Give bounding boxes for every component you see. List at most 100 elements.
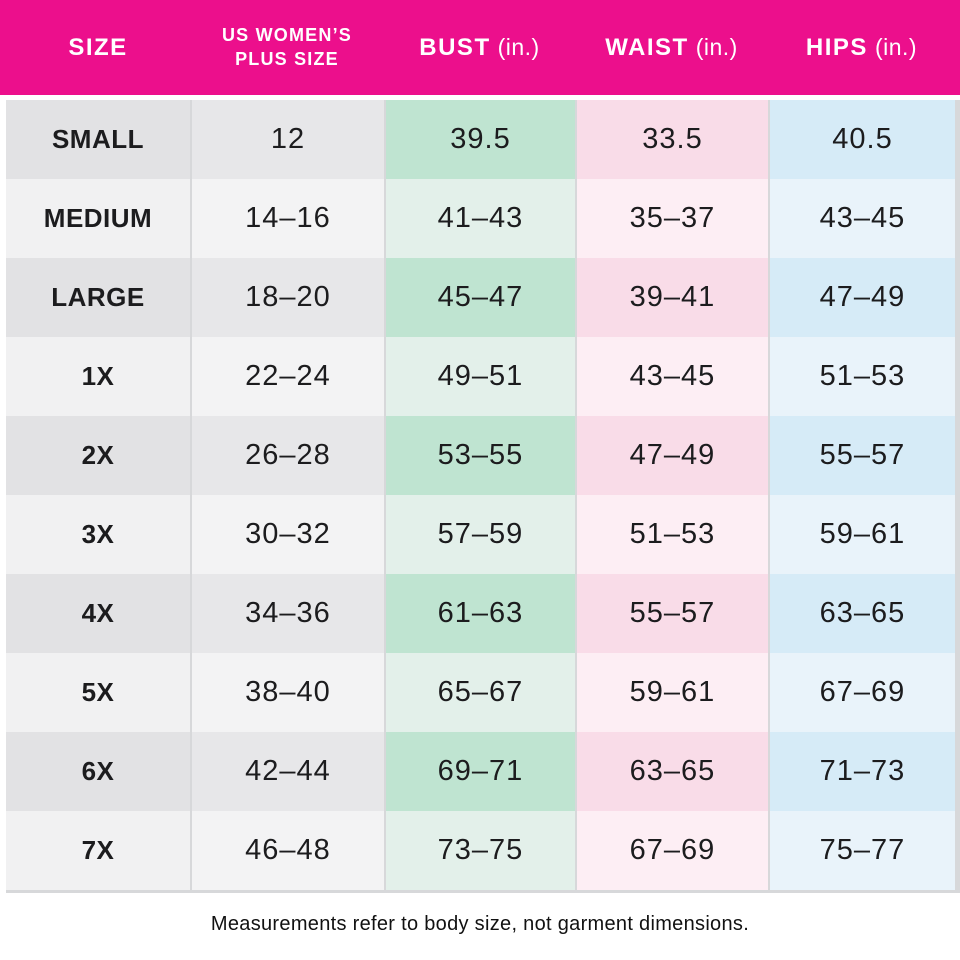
cell-value: 49–51 [437, 360, 524, 392]
header-cell-size: SIZE [6, 0, 190, 95]
cell-size: SMALL [6, 100, 190, 179]
cell-waist: 67–69 [575, 811, 768, 890]
cell-hips: 47–49 [768, 258, 955, 337]
cell-value: 14–16 [245, 202, 331, 234]
cell-value: 18–20 [245, 281, 331, 313]
cell-value: 1X [81, 361, 115, 391]
table-row: 2X 26–28 53–55 47–49 55–57 [6, 416, 955, 495]
cell-hips: 59–61 [768, 495, 955, 574]
cell-value: LARGE [51, 282, 145, 312]
cell-hips: 63–65 [768, 574, 955, 653]
table-row: 5X 38–40 65–67 59–61 67–69 [6, 653, 955, 732]
header-label-hips: HIPS [805, 33, 868, 61]
header-cell-waist: WAIST (in.) [575, 0, 768, 95]
cell-plus-size: 14–16 [190, 179, 384, 258]
cell-value: 47–49 [819, 281, 906, 313]
table-row: SMALL 12 39.5 33.5 40.5 [6, 100, 955, 179]
cell-size: 4X [6, 574, 190, 653]
table-row: 3X 30–32 57–59 51–53 59–61 [6, 495, 955, 574]
cell-value: 71–73 [819, 755, 906, 787]
cell-value: 53–55 [437, 439, 524, 471]
cell-bust: 49–51 [384, 337, 575, 416]
cell-waist: 39–41 [575, 258, 768, 337]
cell-value: 43–45 [629, 360, 716, 392]
cell-size: 2X [6, 416, 190, 495]
cell-bust: 53–55 [384, 416, 575, 495]
cell-value: 69–71 [437, 755, 524, 787]
cell-value: 59–61 [629, 676, 716, 708]
footnote: Measurements refer to body size, not gar… [0, 893, 960, 955]
cell-waist: 59–61 [575, 653, 768, 732]
cell-value: 2X [81, 440, 115, 470]
cell-size: 7X [6, 811, 190, 890]
cell-value: 63–65 [629, 755, 716, 787]
cell-bust: 61–63 [384, 574, 575, 653]
header-cell-hips: HIPS (in.) [768, 0, 955, 95]
cell-size: 5X [6, 653, 190, 732]
cell-value: 39–41 [629, 281, 716, 313]
cell-value: 33.5 [642, 123, 703, 155]
header-label-bust: BUST [419, 33, 491, 61]
cell-value: 22–24 [245, 360, 331, 392]
cell-waist: 63–65 [575, 732, 768, 811]
cell-plus-size: 18–20 [190, 258, 384, 337]
cell-plus-size: 22–24 [190, 337, 384, 416]
header-unit-bust: (in.) [497, 34, 540, 60]
cell-bust: 39.5 [384, 100, 575, 179]
cell-value: 55–57 [629, 597, 716, 629]
cell-value: 55–57 [819, 439, 906, 471]
cell-hips: 71–73 [768, 732, 955, 811]
cell-plus-size: 34–36 [190, 574, 384, 653]
cell-value: 65–67 [437, 676, 524, 708]
cell-bust: 57–59 [384, 495, 575, 574]
cell-value: 59–61 [819, 518, 906, 550]
table-row: 4X 34–36 61–63 55–57 63–65 [6, 574, 955, 653]
cell-value: 30–32 [245, 518, 331, 550]
cell-plus-size: 26–28 [190, 416, 384, 495]
cell-value: 42–44 [245, 755, 331, 787]
cell-value: 38–40 [245, 676, 331, 708]
cell-value: 73–75 [437, 834, 524, 866]
cell-value: 57–59 [437, 518, 524, 550]
cell-value: 43–45 [819, 202, 906, 234]
cell-value: 40.5 [832, 123, 893, 155]
header-unit-waist: (in.) [695, 34, 738, 60]
cell-bust: 45–47 [384, 258, 575, 337]
cell-value: 61–63 [437, 597, 524, 629]
footnote-text: Measurements refer to body size, not gar… [210, 912, 750, 935]
cell-value: SMALL [51, 124, 145, 154]
cell-hips: 75–77 [768, 811, 955, 890]
cell-plus-size: 12 [190, 100, 384, 179]
cell-waist: 33.5 [575, 100, 768, 179]
cell-value: 6X [81, 756, 115, 786]
cell-plus-size: 42–44 [190, 732, 384, 811]
cell-bust: 41–43 [384, 179, 575, 258]
cell-value: 75–77 [819, 834, 906, 866]
header-label-waist: WAIST [605, 33, 689, 61]
cell-waist: 51–53 [575, 495, 768, 574]
table-row: MEDIUM 14–16 41–43 35–37 43–45 [6, 179, 955, 258]
cell-value: 7X [81, 835, 115, 865]
cell-plus-size: 30–32 [190, 495, 384, 574]
cell-value: 39.5 [450, 123, 511, 155]
header-cell-bust: BUST (in.) [384, 0, 575, 95]
cell-value: MEDIUM [43, 203, 153, 233]
cell-waist: 47–49 [575, 416, 768, 495]
header-label-plus-size: US WOMEN’S PLUS SIZE [221, 25, 352, 69]
cell-value: 35–37 [629, 202, 716, 234]
header-unit-hips: (in.) [874, 34, 918, 60]
table-row: LARGE 18–20 45–47 39–41 47–49 [6, 258, 955, 337]
cell-size: 6X [6, 732, 190, 811]
cell-hips: 67–69 [768, 653, 955, 732]
header-cell-plus-size: US WOMEN’S PLUS SIZE [190, 0, 384, 95]
cell-value: 4X [81, 598, 115, 628]
cell-value: 26–28 [245, 439, 331, 471]
cell-size: LARGE [6, 258, 190, 337]
cell-hips: 51–53 [768, 337, 955, 416]
cell-plus-size: 38–40 [190, 653, 384, 732]
table-row: 6X 42–44 69–71 63–65 71–73 [6, 732, 955, 811]
cell-value: 67–69 [819, 676, 906, 708]
header-label-size: SIZE [68, 33, 128, 61]
cell-value: 47–49 [629, 439, 716, 471]
